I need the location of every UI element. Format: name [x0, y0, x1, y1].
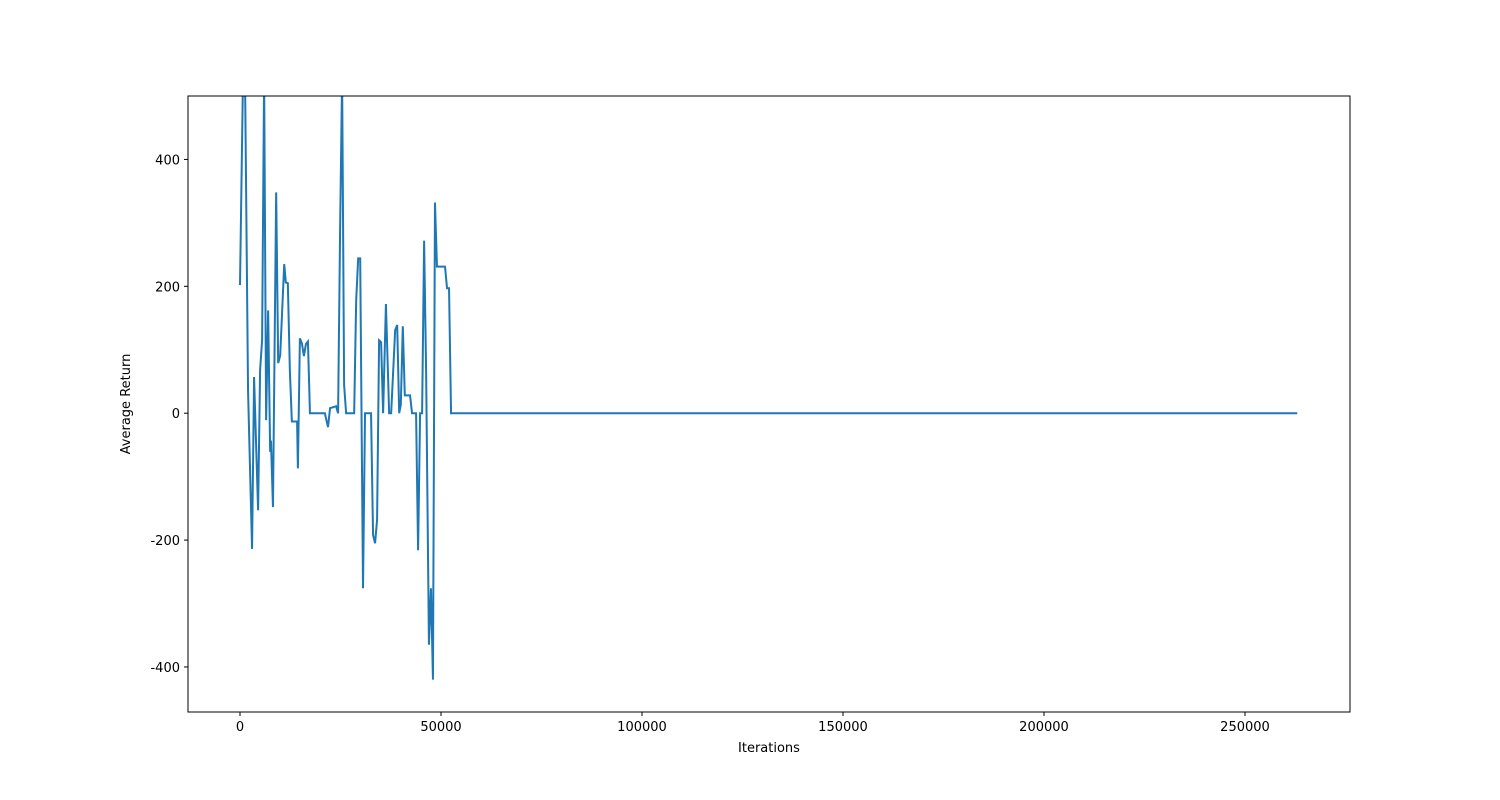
x-tick-label: 150000: [818, 720, 868, 735]
line-series: [238, 96, 1298, 680]
y-tick-label: -200: [150, 534, 180, 549]
plot-frame: [187, 95, 1351, 713]
y-tick-label: 400: [155, 153, 180, 168]
y-tick-label: 0: [172, 407, 180, 422]
x-tick-label: 200000: [1019, 720, 1069, 735]
y-tick-label: 200: [155, 280, 180, 295]
x-tick-label: 50000: [420, 720, 461, 735]
y-tick-label: -400: [150, 661, 180, 676]
x-tick-label: 0: [236, 720, 244, 735]
y-axis-label: Average Return: [119, 354, 134, 455]
x-tick-label: 250000: [1220, 720, 1270, 735]
x-axis-label: Iterations: [738, 741, 800, 756]
x-tick-label: 100000: [617, 720, 667, 735]
